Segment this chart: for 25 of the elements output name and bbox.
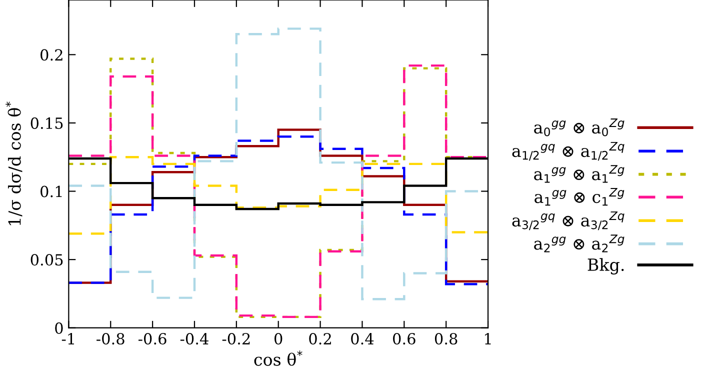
x-tick-label: -1: [62, 332, 74, 344]
y-tick-label: 0.05: [30, 254, 63, 266]
x-tick-label: -0.4: [180, 332, 208, 345]
legend-label: Bkg.: [588, 258, 624, 274]
legend-label: a$_{1}$$^{gg}$ ⊗ c$_{1}$$^{Zg}$: [534, 188, 624, 206]
x-tick-label: 0.8: [434, 332, 458, 345]
x-tick-label: 0.4: [351, 332, 374, 345]
legend-label: a$_{1}$$^{gg}$ ⊗ a$_{1}$$^{Zg}$: [534, 165, 624, 183]
x-tick-label: 1: [485, 332, 491, 344]
x-tick-label: -0.2: [222, 332, 250, 345]
y-axis-title: 1/σ dσ/d cos θ$^{*}$: [6, 102, 22, 226]
x-tick-label: -0.8: [96, 332, 124, 345]
y-tick-label: 0.1: [40, 186, 62, 198]
legend-label: a$_{0}$$^{gg}$ ⊗ a$_{0}$$^{Zg}$: [534, 118, 624, 136]
x-tick-label: 0.2: [309, 332, 331, 345]
y-tick-label: 0: [55, 322, 63, 334]
legend-label: a$_{2}$$^{gg}$ ⊗ a$_{2}$$^{Zg}$: [534, 234, 624, 252]
y-tick-label: 0.2: [40, 49, 62, 61]
y-tick-label: 0.15: [30, 117, 63, 129]
legend-label: a$_{3/2}$$^{gq}$ ⊗ a$_{3/2}$$^{Zq}$: [512, 211, 624, 230]
x-axis-title: cos θ$^{*}$: [254, 350, 302, 366]
x-tick-label: 0.6: [393, 332, 416, 345]
legend-label: a$_{1/2}$$^{gq}$ ⊗ a$_{1/2}$$^{Zq}$: [512, 142, 624, 161]
x-tick-label: 0: [274, 332, 282, 345]
x-tick-label: -0.6: [138, 332, 166, 345]
